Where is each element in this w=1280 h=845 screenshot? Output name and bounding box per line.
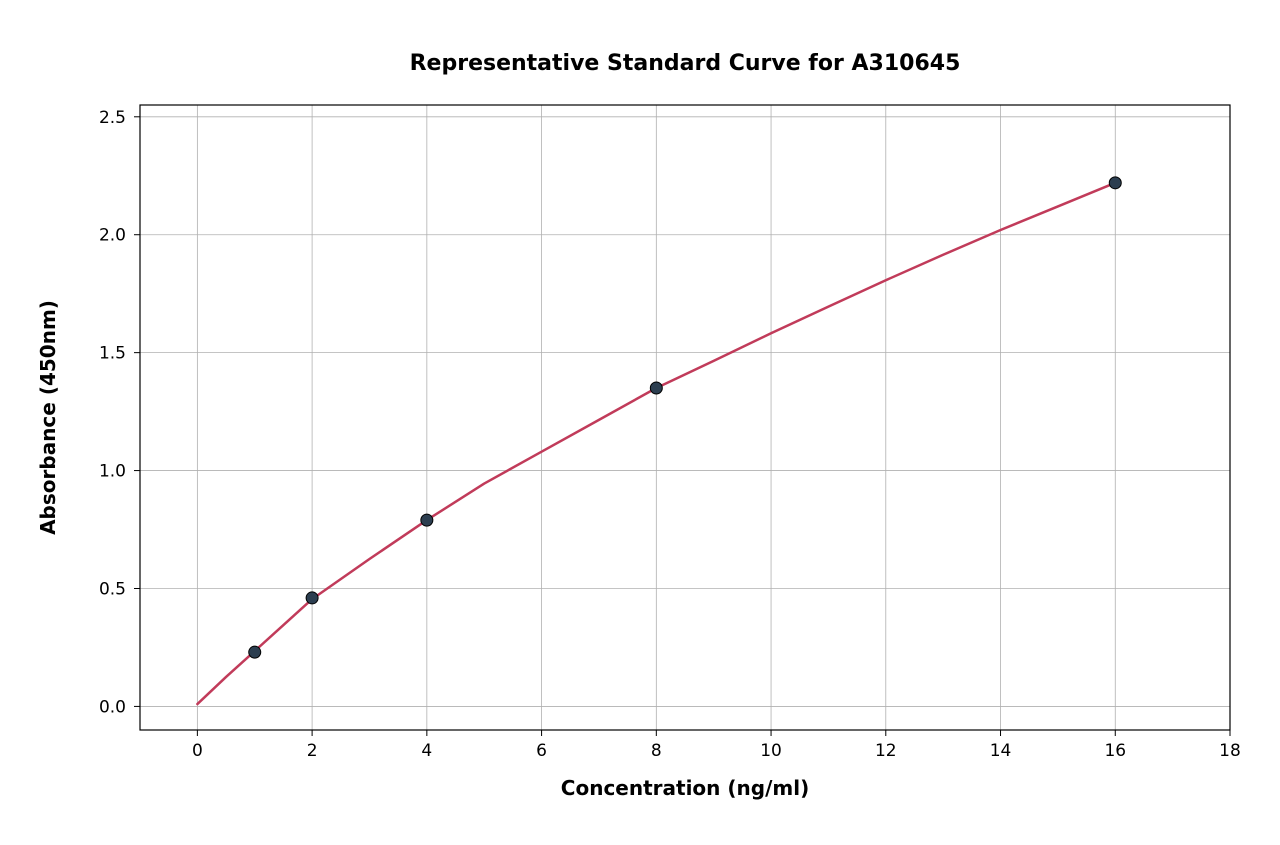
xtick-label: 8 xyxy=(651,741,662,761)
ytick-label: 1.5 xyxy=(99,344,126,364)
xtick-label: 12 xyxy=(875,741,897,761)
data-marker xyxy=(1109,177,1121,189)
data-marker xyxy=(306,592,318,604)
ytick-label: 0.5 xyxy=(99,579,126,599)
ytick-label: 0.0 xyxy=(99,697,126,717)
data-marker xyxy=(249,646,261,658)
xtick-label: 10 xyxy=(760,741,782,761)
xtick-label: 2 xyxy=(307,741,318,761)
xtick-label: 4 xyxy=(421,741,432,761)
ytick-label: 2.5 xyxy=(99,108,126,128)
chart-container: 0 2 4 6 8 10 12 14 16 18 0.0 0.5 1.0 1.5 2.0 2.5 Represe… xyxy=(0,0,1280,845)
chart-title: Representative Standard Curve for A31064… xyxy=(410,51,961,76)
chart-background xyxy=(0,0,1280,845)
data-marker xyxy=(650,382,662,394)
y-axis-label: Absorbance (450nm) xyxy=(36,300,60,535)
x-axis-label: Concentration (ng/ml) xyxy=(561,776,809,800)
ytick-label: 2.0 xyxy=(99,226,126,246)
standard-curve-chart: 0 2 4 6 8 10 12 14 16 18 0.0 0.5 1.0 1.5 2.0 2.5 Represe… xyxy=(0,0,1280,845)
ytick-label: 1.0 xyxy=(99,462,126,482)
xtick-label: 16 xyxy=(1104,741,1126,761)
data-marker xyxy=(421,514,433,526)
xtick-label: 0 xyxy=(192,741,203,761)
xtick-label: 14 xyxy=(990,741,1012,761)
xtick-label: 18 xyxy=(1219,741,1241,761)
xtick-label: 6 xyxy=(536,741,547,761)
